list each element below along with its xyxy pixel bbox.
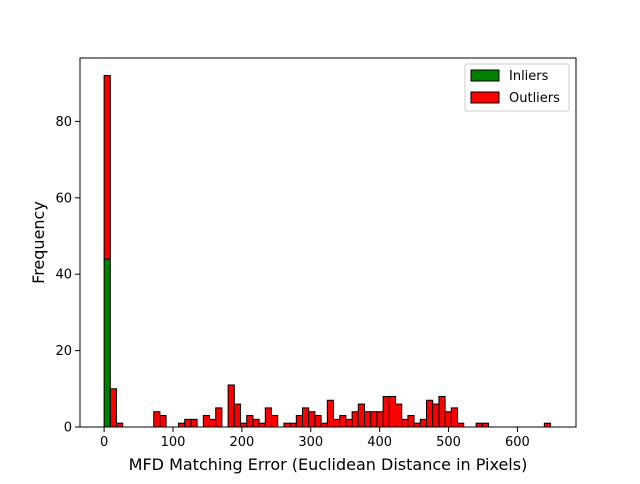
bar-outliers-71 bbox=[543, 422, 552, 428]
bar-outliers-16 bbox=[202, 415, 211, 428]
bar-outliers-18 bbox=[215, 407, 223, 428]
bar-outliers-13 bbox=[184, 418, 192, 428]
x-tick-label: 300 bbox=[298, 435, 323, 450]
x-tick-label: 400 bbox=[367, 435, 392, 450]
bar-outliers-41 bbox=[357, 403, 366, 428]
bar-outliers-35 bbox=[320, 422, 328, 428]
y-tick-label: 80 bbox=[55, 115, 72, 130]
bar-outliers-55 bbox=[444, 411, 452, 428]
bar-outliers-1 bbox=[109, 388, 118, 428]
bar-outliers-61 bbox=[481, 422, 490, 428]
bar-outliers-56 bbox=[450, 407, 459, 428]
bar-outliers-45 bbox=[382, 395, 390, 428]
y-axis: 0 20 40 60 80 bbox=[55, 115, 80, 436]
bar-outliers-60 bbox=[475, 422, 483, 428]
bar-outliers-50 bbox=[413, 422, 421, 428]
bar-outliers-54 bbox=[438, 395, 446, 428]
y-tick-label: 40 bbox=[55, 268, 72, 283]
x-tick-label: 100 bbox=[161, 435, 186, 450]
bar-outliers-53 bbox=[432, 403, 440, 428]
x-tick-label: 0 bbox=[100, 435, 108, 450]
bar-outliers-39 bbox=[345, 418, 353, 428]
bar-outliers-48 bbox=[401, 418, 409, 428]
bar-outliers-30 bbox=[289, 422, 297, 428]
y-tick-label: 0 bbox=[64, 421, 72, 436]
y-axis-title: Frequency bbox=[29, 201, 48, 284]
bar-outliers-23 bbox=[246, 415, 254, 428]
bar-outliers-2 bbox=[116, 422, 124, 428]
y-tick-label: 20 bbox=[55, 344, 72, 359]
bar-outliers-36 bbox=[326, 399, 335, 428]
legend: Inliers Outliers bbox=[464, 63, 570, 112]
bar-outliers-33 bbox=[308, 411, 316, 428]
bar-outliers-8 bbox=[153, 411, 161, 428]
bar-outliers-29 bbox=[283, 422, 291, 428]
bar-outliers-9 bbox=[159, 415, 167, 428]
bar-inliers-0 bbox=[103, 258, 111, 428]
bar-outliers-57 bbox=[457, 422, 465, 428]
bar-outliers-32 bbox=[302, 407, 310, 428]
bar-outliers-25 bbox=[258, 422, 266, 428]
bar-outliers-26 bbox=[264, 407, 273, 428]
bar-outliers-21 bbox=[233, 403, 242, 428]
bar-outliers-34 bbox=[314, 415, 322, 428]
x-tick-label: 200 bbox=[229, 435, 254, 450]
plot-frame bbox=[79, 57, 577, 428]
bar-outliers-49 bbox=[407, 415, 415, 428]
legend-label-inliers: Inliers bbox=[509, 69, 549, 84]
legend-label-outliers: Outliers bbox=[509, 91, 560, 106]
bar-outliers-0 bbox=[103, 75, 111, 260]
bar-outliers-37 bbox=[333, 418, 341, 428]
bar-outliers-40 bbox=[351, 411, 359, 428]
bar-outliers-38 bbox=[339, 415, 347, 428]
bar-outliers-51 bbox=[419, 418, 428, 428]
bar-outliers-20 bbox=[227, 384, 235, 428]
bar-outliers-43 bbox=[370, 411, 378, 428]
x-tick-label: 600 bbox=[505, 435, 530, 450]
bar-outliers-42 bbox=[364, 411, 372, 428]
bars-layer bbox=[103, 75, 552, 428]
bar-outliers-17 bbox=[209, 418, 217, 428]
legend-swatch-inliers bbox=[470, 69, 500, 82]
x-axis: 0 100 200 300 400 500 600 bbox=[100, 427, 530, 450]
bar-outliers-22 bbox=[240, 422, 248, 428]
bar-outliers-46 bbox=[388, 395, 397, 428]
y-tick-label: 60 bbox=[55, 191, 72, 206]
bar-outliers-44 bbox=[376, 411, 384, 428]
bar-outliers-47 bbox=[395, 403, 403, 428]
bar-outliers-24 bbox=[252, 418, 260, 428]
bar-outliers-31 bbox=[295, 415, 304, 428]
bar-outliers-27 bbox=[271, 415, 279, 428]
x-tick-label: 500 bbox=[436, 435, 461, 450]
bar-outliers-52 bbox=[426, 399, 434, 428]
bar-outliers-14 bbox=[190, 418, 198, 428]
bar-outliers-12 bbox=[178, 422, 186, 428]
x-axis-title: MFD Matching Error (Euclidean Distance i… bbox=[129, 455, 528, 474]
legend-swatch-outliers bbox=[470, 91, 500, 104]
